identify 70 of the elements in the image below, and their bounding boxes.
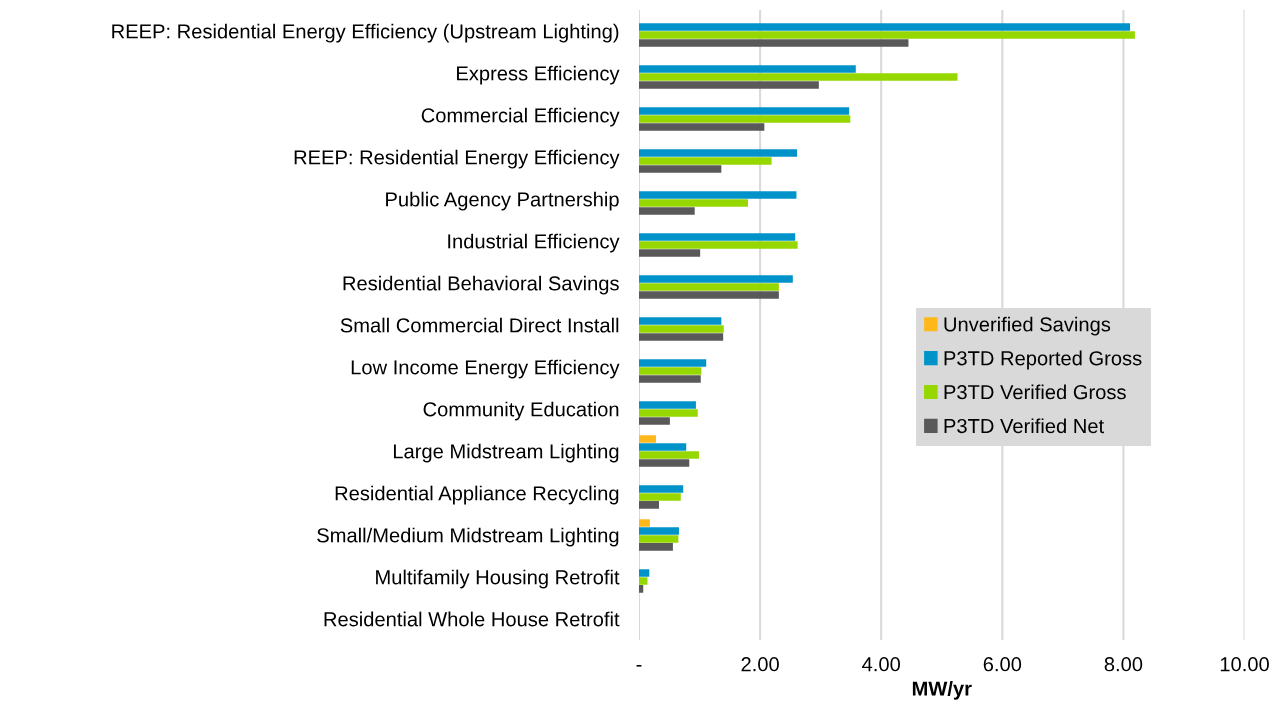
bar <box>639 543 673 551</box>
bar <box>639 375 701 383</box>
bar <box>639 233 796 241</box>
bar <box>639 325 724 333</box>
bar <box>639 65 856 73</box>
bar <box>639 81 819 89</box>
x-tick-label: 4.00 <box>862 657 901 672</box>
y-tick-label: REEP: Residential Energy Efficiency <box>294 149 620 169</box>
bar <box>639 191 797 199</box>
bar <box>639 165 722 173</box>
bar <box>639 451 699 459</box>
bar <box>639 275 793 283</box>
y-tick-label: Commercial Efficiency <box>421 107 620 127</box>
bar <box>639 409 698 417</box>
y-tick-label: Industrial Efficiency <box>448 233 620 253</box>
bar <box>639 291 779 299</box>
bar <box>639 359 707 367</box>
bar <box>639 401 696 409</box>
x-axis-title: MW/yr <box>912 680 972 700</box>
y-tick-label: Small/Medium Midstream Lighting <box>317 527 619 547</box>
bar <box>639 317 722 325</box>
y-tick-label: REEP: Residential Energy Efficiency (Upstream Lighting) <box>112 23 619 43</box>
bar <box>639 485 684 493</box>
bar <box>639 199 748 207</box>
bar <box>639 501 659 509</box>
y-tick-label: Low Income Energy Efficiency <box>351 359 620 379</box>
y-tick-label: Residential Whole House Retrofit <box>324 611 620 627</box>
y-tick-label: Large Midstream Lighting <box>393 443 619 463</box>
y-tick-label: Express Efficiency <box>457 65 620 85</box>
bar <box>639 435 656 443</box>
bar <box>639 157 772 165</box>
legend-label: P3TD Verified Gross <box>944 384 1126 400</box>
bar <box>639 459 690 467</box>
bar <box>639 283 779 291</box>
y-tick-label: Residential Appliance Recycling <box>335 485 619 505</box>
bar <box>639 249 701 257</box>
bar <box>639 417 670 425</box>
x-tick-label: 8.00 <box>1104 657 1143 672</box>
x-tick-label: 10.00 <box>1220 657 1269 672</box>
x-tick-label: - <box>636 665 642 667</box>
y-tick-label: Residential Behavioral Savings <box>343 275 619 295</box>
bar <box>639 443 687 451</box>
bar <box>639 115 851 123</box>
bar <box>639 527 679 535</box>
bar <box>639 107 850 115</box>
bar <box>639 23 1131 31</box>
bar <box>639 149 798 157</box>
bar <box>639 207 695 215</box>
y-tick-label: Public Agency Partnership <box>386 191 619 211</box>
x-tick-label: 2.00 <box>741 657 779 672</box>
bar <box>639 367 702 375</box>
x-tick-label: 6.00 <box>983 657 1022 672</box>
legend-label: Unverified Savings <box>944 316 1111 336</box>
legend-label: P3TD Verified Net <box>944 418 1104 434</box>
bar <box>639 123 765 131</box>
y-tick-label: Multifamily Housing Retrofit <box>376 569 620 589</box>
legend-label: P3TD Reported Gross <box>944 350 1142 370</box>
bar <box>639 493 681 501</box>
y-tick-label: Small Commercial Direct Install <box>340 317 619 333</box>
y-tick-label: Community Education <box>423 401 619 421</box>
bar <box>639 31 1135 39</box>
bar <box>639 333 724 341</box>
bar <box>639 535 679 543</box>
bar <box>639 577 648 585</box>
bar <box>639 39 909 47</box>
bar <box>639 73 958 81</box>
bar <box>639 569 650 577</box>
bar <box>639 519 650 527</box>
bar <box>639 585 644 593</box>
bar <box>639 241 798 249</box>
